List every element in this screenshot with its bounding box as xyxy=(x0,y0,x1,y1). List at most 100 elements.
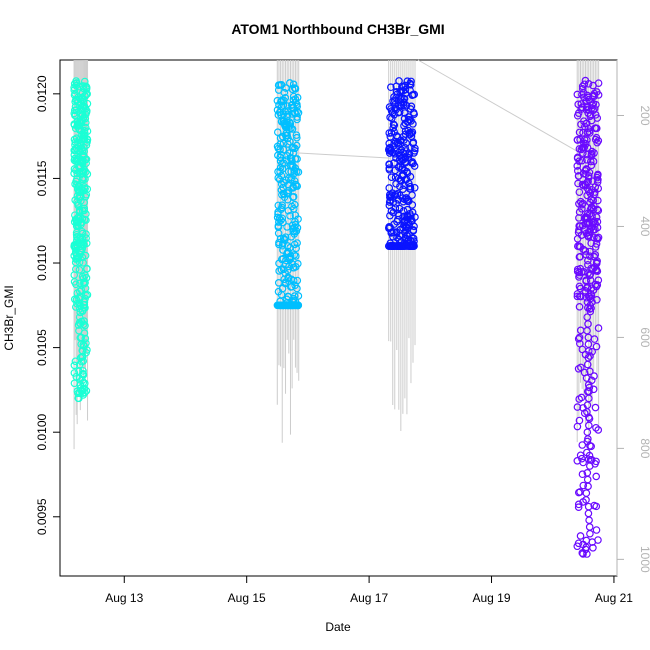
data-point xyxy=(591,135,600,144)
data-point xyxy=(590,253,599,261)
data-point xyxy=(72,81,80,90)
data-point xyxy=(71,215,80,224)
data-point xyxy=(410,242,418,250)
data-point xyxy=(588,298,596,306)
data-point xyxy=(78,175,87,184)
data-point xyxy=(587,152,596,160)
data-point xyxy=(279,301,287,310)
data-point xyxy=(587,264,595,273)
data-point xyxy=(76,287,84,296)
data-point xyxy=(81,278,89,287)
data-point xyxy=(583,119,591,127)
data-point xyxy=(407,242,415,250)
data-point xyxy=(385,129,394,137)
data-point xyxy=(573,90,582,99)
data-point xyxy=(76,117,84,126)
data-point xyxy=(583,313,591,321)
data-point xyxy=(76,353,85,362)
data-point xyxy=(294,168,303,176)
data-point xyxy=(575,333,584,342)
data-point xyxy=(392,82,401,91)
data-point xyxy=(583,284,591,292)
data-point xyxy=(589,81,597,90)
data-point xyxy=(387,173,396,182)
data-point xyxy=(592,282,601,291)
data-point xyxy=(400,195,409,204)
data-point xyxy=(587,284,596,292)
data-point xyxy=(390,127,398,136)
y-tick-label: 0.0095 xyxy=(35,498,49,535)
data-point xyxy=(283,112,291,121)
data-point xyxy=(408,191,416,199)
data-point xyxy=(573,162,582,170)
data-point xyxy=(584,109,592,117)
data-point xyxy=(83,107,91,115)
data-point xyxy=(276,81,284,89)
data-point xyxy=(286,161,295,170)
data-point xyxy=(386,196,395,205)
data-point xyxy=(574,488,583,497)
data-point xyxy=(394,209,402,218)
data-point xyxy=(575,282,584,291)
data-point xyxy=(392,137,400,146)
data-point xyxy=(403,232,411,240)
data-point xyxy=(573,135,582,144)
data-point xyxy=(83,291,92,299)
data-point xyxy=(291,211,300,220)
data-point xyxy=(276,153,284,162)
data-point xyxy=(403,195,412,204)
data-point xyxy=(590,263,599,271)
data-point xyxy=(290,292,299,300)
data-point xyxy=(279,110,288,118)
data-point xyxy=(282,129,291,137)
data-point xyxy=(290,301,299,310)
data-point xyxy=(576,135,584,144)
data-point xyxy=(83,264,91,273)
data-point xyxy=(75,207,84,215)
data-point xyxy=(577,363,585,372)
data-point xyxy=(403,167,411,176)
data-point xyxy=(78,272,87,281)
data-point xyxy=(588,347,596,356)
data-point xyxy=(593,223,602,232)
data-point xyxy=(389,124,397,132)
data-point xyxy=(79,367,87,375)
data-point xyxy=(289,192,298,201)
data-point xyxy=(75,265,84,274)
data-point xyxy=(389,208,398,217)
data-point xyxy=(385,103,394,111)
data-point xyxy=(286,243,294,252)
data-point xyxy=(395,155,404,164)
data-point xyxy=(291,220,300,229)
data-point xyxy=(393,90,402,98)
data-point xyxy=(587,157,595,166)
x-axis: Aug 13 Aug 15 Aug 17 Aug 19 Aug 21 xyxy=(105,575,633,605)
data-point xyxy=(409,138,418,147)
data-point xyxy=(396,191,404,200)
data-point xyxy=(397,177,406,185)
data-point xyxy=(78,147,87,155)
y2-tick-label: 400 xyxy=(638,216,650,236)
y-tick-label: 0.0100 xyxy=(35,414,49,451)
data-point xyxy=(74,253,83,261)
data-point xyxy=(591,403,600,412)
data-point xyxy=(81,251,90,260)
data-point xyxy=(393,139,402,148)
data-point xyxy=(408,201,417,209)
data-point xyxy=(293,115,301,124)
data-point xyxy=(594,196,602,205)
data-point xyxy=(282,84,290,92)
data-point xyxy=(70,156,79,165)
y-tick-label: 0.0105 xyxy=(35,329,49,366)
data-point xyxy=(75,313,84,321)
data-point xyxy=(404,213,413,221)
data-point xyxy=(583,298,592,306)
data-point xyxy=(81,284,90,293)
data-point xyxy=(75,394,83,403)
y2-tick-label: 800 xyxy=(638,438,650,458)
data-point xyxy=(72,280,80,289)
data-point xyxy=(82,123,90,132)
data-point xyxy=(394,163,403,171)
data-point xyxy=(386,132,395,141)
data-point xyxy=(586,441,594,450)
